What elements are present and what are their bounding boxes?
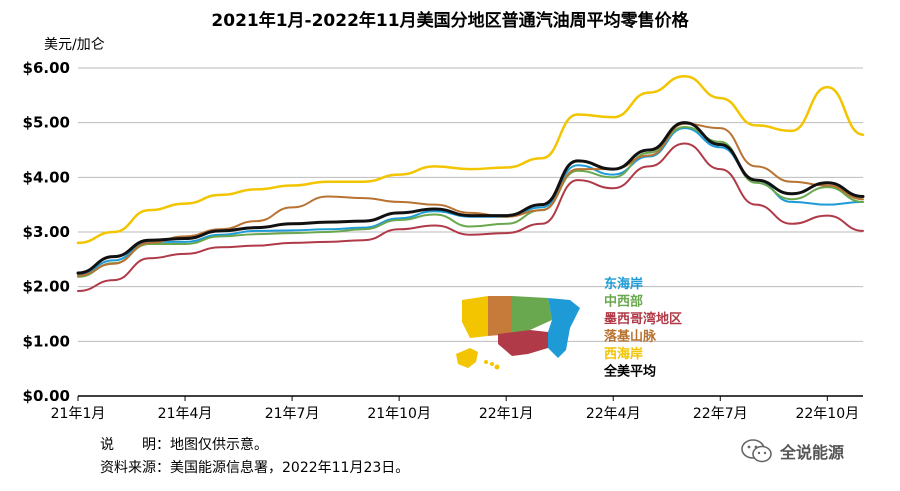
x-tick-label: 22年7月 bbox=[693, 406, 748, 422]
y-axis-unit-label: 美元/加仑 bbox=[44, 37, 105, 53]
chart-title: 2021年1月-2022年11月美国分地区普通汽油周平均零售价格 bbox=[211, 11, 689, 31]
y-tick-label: $6.00 bbox=[23, 59, 70, 77]
y-tick-label: $1.00 bbox=[23, 332, 70, 350]
x-tick-label: 21年10月 bbox=[367, 406, 431, 422]
series-lines bbox=[76, 74, 865, 293]
us-regions-map-icon bbox=[456, 296, 580, 370]
y-tick-labels: $0.00 $1.00 $2.00 $3.00 $4.00 $5.00 $6.00 bbox=[23, 59, 70, 405]
x-tick-label: 21年7月 bbox=[265, 406, 320, 422]
x-tick-label: 22年4月 bbox=[586, 406, 641, 422]
note-explanation: 说 明：地图仅供示意。 bbox=[100, 437, 268, 453]
x-tick-label: 21年1月 bbox=[51, 406, 106, 422]
series-line bbox=[77, 122, 864, 277]
series-line bbox=[76, 121, 865, 275]
series-line bbox=[77, 142, 864, 293]
y-tick-label: $3.00 bbox=[23, 223, 70, 241]
legend-item: 东海岸 bbox=[604, 276, 643, 292]
y-tick-label: $2.00 bbox=[23, 278, 70, 296]
x-tick-label: 21年4月 bbox=[158, 406, 213, 422]
grid-lines bbox=[78, 67, 863, 397]
legend-item: 墨西哥湾地区 bbox=[604, 311, 682, 327]
y-tick-label: $5.00 bbox=[23, 114, 70, 132]
x-tick-label: 22年1月 bbox=[479, 406, 534, 422]
watermark-text: 全说能源 bbox=[780, 443, 845, 462]
watermark: 全说能源 bbox=[740, 438, 844, 464]
legend-item: 中西部 bbox=[604, 294, 643, 310]
y-tick-label: $4.00 bbox=[23, 168, 70, 186]
legend-item: 落基山脉 bbox=[604, 329, 657, 345]
x-tick-label: 22年10月 bbox=[795, 406, 859, 422]
series-line bbox=[76, 74, 865, 245]
legend-item: 西海岸 bbox=[604, 346, 643, 362]
y-tick-label: $0.00 bbox=[23, 387, 70, 405]
x-tick-labels: 21年1月 21年4月 21年7月 21年10月 22年1月 22年4月 22年7月 22年1… bbox=[51, 396, 859, 422]
legend-item: 全美平均 bbox=[603, 364, 656, 380]
wechat-icon bbox=[741, 439, 772, 463]
note-source: 资料来源：美国能源信息署，2022年11月23日。 bbox=[100, 460, 410, 476]
